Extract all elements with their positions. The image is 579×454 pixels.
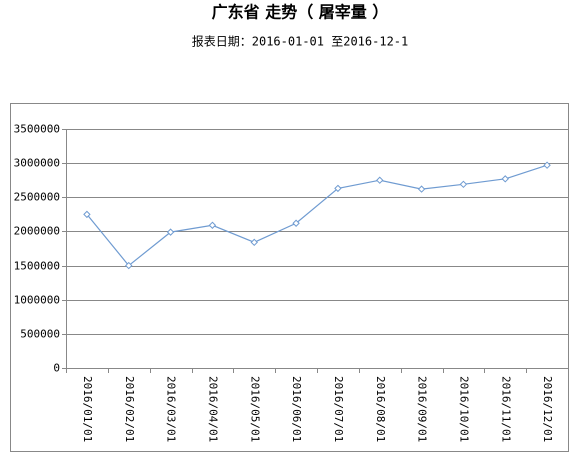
marker <box>83 210 91 219</box>
chart-subtitle: 报表日期：2016-01-01 至2016-12-1 <box>192 34 409 49</box>
y-tick-label: 500000 <box>20 328 60 341</box>
marker <box>166 228 175 236</box>
y-tick-label: 1500000 <box>14 260 60 273</box>
x-tick-label: 2016/09/01 <box>416 376 429 442</box>
y-tick-label: 2500000 <box>14 191 60 204</box>
x-tick-label: 2016/07/01 <box>332 376 345 442</box>
x-tick-label: 2016/12/01 <box>541 376 554 442</box>
x-tick-label: 2016/04/01 <box>206 376 219 442</box>
marker <box>292 219 300 227</box>
x-tick-label: 2016/03/01 <box>165 376 178 442</box>
x-tick-label: 2016/06/01 <box>290 376 303 442</box>
x-tick-label: 2016/11/01 <box>499 376 512 442</box>
chart-title: 广东省 走势（ 屠宰量 ） <box>212 3 389 22</box>
x-tick-label: 2016/08/01 <box>374 376 387 442</box>
marker <box>334 184 342 193</box>
marker <box>501 175 509 183</box>
marker <box>208 221 217 229</box>
y-tick-label: 3000000 <box>14 157 60 170</box>
chart-border <box>10 103 569 452</box>
x-tick-label: 2016/10/01 <box>457 376 470 442</box>
line <box>86 164 548 267</box>
marker <box>459 180 468 189</box>
y-tick-label: 2000000 <box>14 225 60 238</box>
y-tick-label: 3500000 <box>14 123 60 136</box>
marker <box>250 238 258 247</box>
x-tick-label: 2016/01/01 <box>81 376 94 442</box>
y-tick-label: 0 <box>53 362 60 375</box>
marker <box>417 185 426 193</box>
marker <box>125 261 133 270</box>
marker <box>376 176 384 184</box>
x-tick-label: 2016/05/01 <box>248 376 261 442</box>
marker <box>543 161 551 169</box>
y-tick-label: 1000000 <box>14 294 60 307</box>
x-tick-label: 2016/02/01 <box>123 376 136 442</box>
